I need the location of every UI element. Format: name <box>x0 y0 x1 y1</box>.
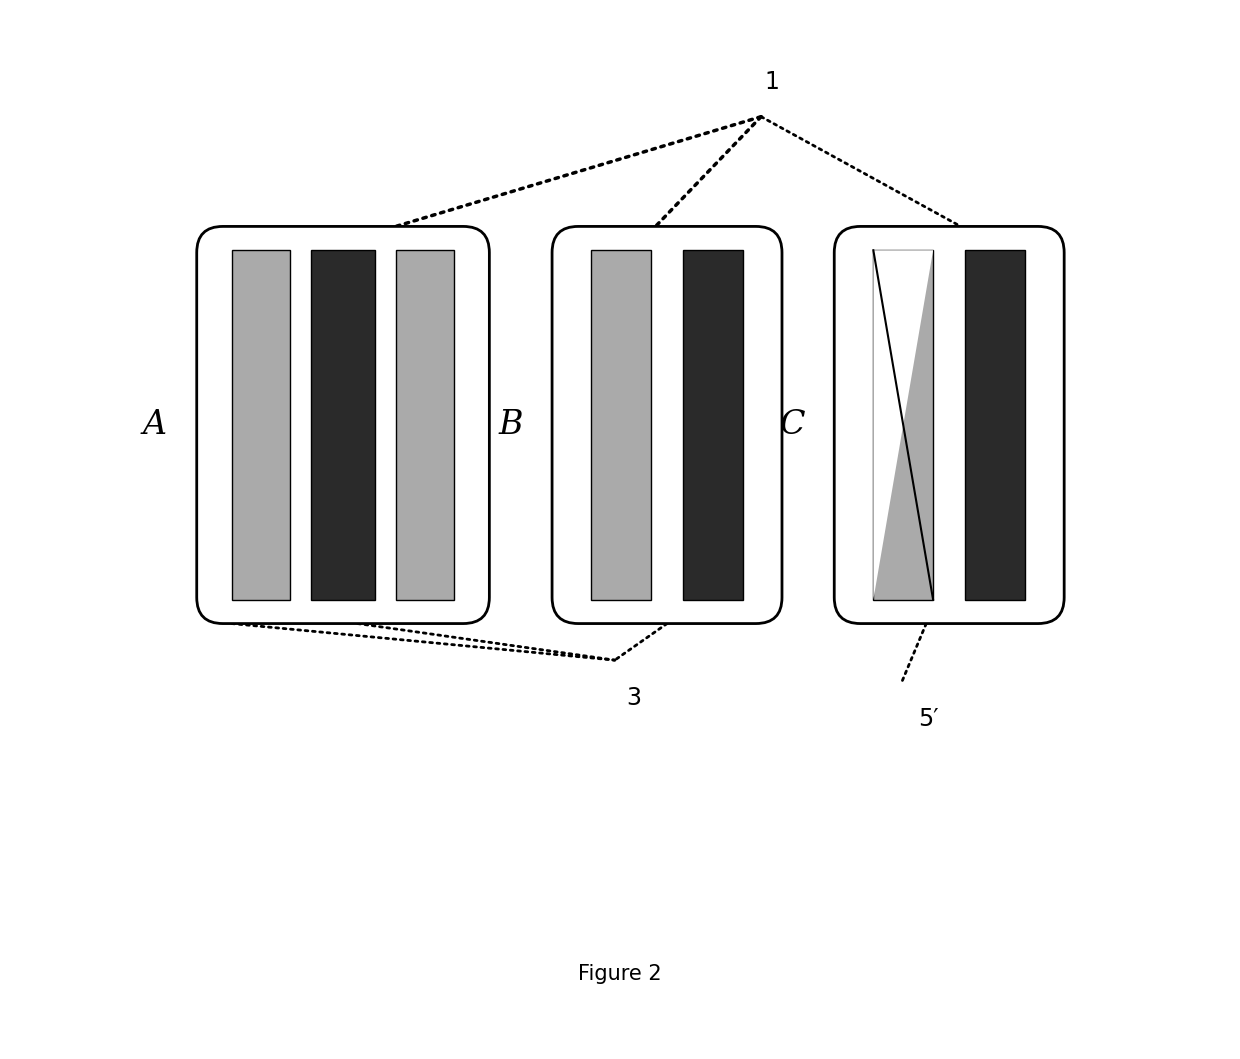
FancyBboxPatch shape <box>835 227 1064 624</box>
Text: C: C <box>780 409 805 441</box>
Text: A: A <box>143 409 167 441</box>
Text: 3: 3 <box>626 686 641 711</box>
Bar <box>232 250 290 599</box>
Bar <box>396 250 454 599</box>
FancyBboxPatch shape <box>197 227 490 624</box>
Bar <box>965 250 1025 599</box>
Polygon shape <box>873 250 934 599</box>
Text: B: B <box>498 409 522 441</box>
Bar <box>683 250 743 599</box>
Text: 1: 1 <box>764 70 779 93</box>
FancyBboxPatch shape <box>552 227 782 624</box>
Text: Figure 2: Figure 2 <box>578 964 662 984</box>
Bar <box>311 250 376 599</box>
Text: 5′: 5′ <box>918 707 939 731</box>
Bar <box>591 250 651 599</box>
Bar <box>873 250 934 599</box>
